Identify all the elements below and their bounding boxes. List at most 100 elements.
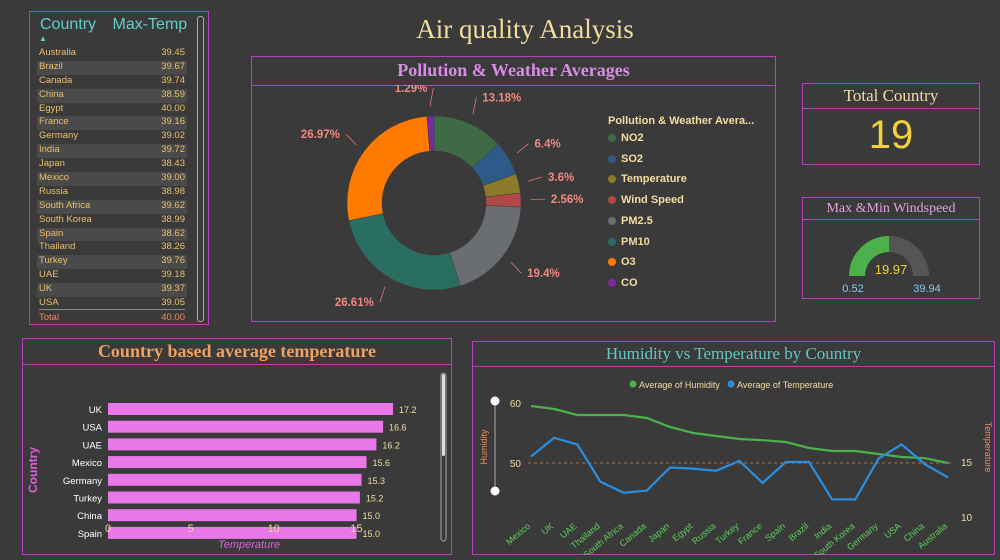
table-row[interactable]: Brazil 39.67	[37, 60, 187, 75]
donut-title: Pollution & Weather Averages	[252, 57, 775, 86]
table-row[interactable]: Russia 38.98	[37, 186, 187, 200]
legend-swatch	[608, 278, 616, 287]
table-row[interactable]: USA 39.05	[37, 297, 187, 311]
legend-item[interactable]: Wind Speed	[608, 194, 684, 206]
table-row[interactable]: Spain 38.62	[37, 227, 187, 242]
row-country: Thailand	[39, 241, 76, 253]
table-row[interactable]: Mexico 39.00	[37, 172, 187, 186]
donut-data-label: 6.4%	[535, 139, 561, 151]
legend-swatch	[608, 258, 616, 267]
donut-leader-line	[530, 198, 545, 201]
bar	[108, 473, 362, 486]
bar-x-tick: 5	[188, 523, 194, 535]
line-chart-title: Humidity vs Temperature by Country	[473, 342, 994, 367]
row-country: India	[39, 144, 60, 156]
series-line	[530, 404, 949, 465]
pollution-donut-panel: Pollution & Weather Averages 13.18% 6.4% 3…	[251, 56, 776, 322]
bar-category-label: Germany	[63, 476, 102, 487]
table-row[interactable]: Thailand 38.26	[37, 241, 187, 255]
donut-data-label: 26.61%	[335, 297, 374, 309]
row-max-temp: 39.45	[161, 47, 185, 58]
row-max-temp: 39.02	[161, 130, 185, 142]
legend-label: Average of Humidity	[639, 380, 720, 390]
x-category-label: Brazil	[787, 521, 811, 543]
column-header-country[interactable]: Country	[40, 16, 97, 33]
bar-category-label: UK	[89, 405, 103, 416]
bar-value-label: 16.6	[389, 423, 407, 433]
bar-x-tick: 0	[105, 523, 111, 535]
x-category-label: USA	[882, 521, 903, 541]
row-max-temp: 39.67	[161, 60, 185, 72]
row-country: Russia	[39, 185, 69, 197]
legend-item[interactable]: NO2	[608, 132, 644, 144]
donut-slice	[426, 115, 435, 152]
table-row[interactable]: India 39.72	[37, 144, 187, 159]
table-row[interactable]: UAE 39.18	[37, 269, 187, 283]
row-max-temp: 39.00	[161, 172, 185, 184]
donut-leader-line	[379, 286, 386, 303]
legend-label: NO2	[621, 132, 644, 144]
row-country: Brazil	[39, 60, 63, 72]
sort-ascending-icon[interactable]: ▲	[39, 34, 47, 43]
row-country: France	[39, 116, 69, 128]
table-row[interactable]: France 39.16	[37, 116, 187, 131]
column-header-max-temp[interactable]: Max-Temp	[112, 16, 188, 33]
bar-value-label: 17.2	[399, 405, 417, 415]
bar-chart: UK 17.2 USA 16.6 UAE 16.2 Mexico 15.6 Germany 15.…	[26, 372, 447, 551]
bar-value-label: 15.0	[363, 529, 381, 539]
legend-item[interactable]: Temperature	[608, 173, 687, 185]
table-scrollbar[interactable]	[197, 16, 204, 322]
bar-scrollbar	[440, 372, 447, 542]
legend-item[interactable]: PM10	[608, 236, 650, 248]
legend-item[interactable]: CO	[608, 277, 638, 289]
bar-category-label: UAE	[82, 440, 102, 451]
table-row[interactable]: South Africa 39.62	[37, 199, 187, 214]
table-row[interactable]: China 38.59	[37, 88, 187, 103]
bar	[108, 438, 377, 451]
row-max-temp: 38.26	[161, 241, 185, 253]
y-right-tick: 15	[961, 458, 973, 469]
legend-swatch	[608, 175, 616, 184]
legend-label: Average of Temperature	[737, 380, 833, 390]
x-category-label: France	[736, 521, 764, 547]
legend-swatch	[608, 154, 616, 163]
donut-legend-title: Pollution & Weather Avera...	[608, 115, 755, 127]
row-country: Mexico	[39, 172, 70, 184]
row-max-temp: 39.18	[161, 269, 185, 281]
row-country: China	[39, 88, 64, 100]
table-row[interactable]: Canada 39.74	[37, 75, 187, 89]
row-max-temp: 39.74	[161, 74, 185, 86]
legend-item[interactable]: PM2.5	[608, 215, 653, 227]
range-slider-handle-bottom[interactable]	[490, 486, 500, 496]
y-right-axis-label: Temperature	[983, 422, 993, 473]
range-slider-handle-top[interactable]	[490, 396, 500, 406]
donut-leader-line	[510, 261, 522, 274]
donut-chart: 13.18% 6.4% 3.6% 2.56% 19.4% 26.61% 26.97% 1.29…	[301, 85, 584, 309]
table-row[interactable]: South Korea 38.99	[37, 214, 187, 228]
windspeed-title: Max &Min Windspeed	[803, 198, 979, 220]
bar-category-label: China	[77, 511, 103, 522]
table-row[interactable]: UK 39.37	[37, 283, 187, 298]
legend-label: CO	[621, 276, 638, 289]
legend-swatch	[608, 216, 616, 225]
gauge-fill	[849, 236, 889, 276]
legend-label: Wind Speed	[621, 194, 684, 207]
y-left-tick: 60	[510, 399, 522, 410]
table-row[interactable]: Australia 39.45	[37, 47, 187, 61]
table-row[interactable]: Japan 38.43	[37, 158, 187, 172]
donut-leader-line	[429, 88, 434, 107]
row-max-temp: 38.62	[161, 227, 185, 239]
legend-label: PM2.5	[621, 214, 653, 227]
row-max-temp: 39.76	[161, 255, 185, 267]
legend-item[interactable]: O3	[608, 256, 636, 268]
table-row[interactable]: Turkey 39.76	[37, 255, 187, 270]
legend-item[interactable]: SO2	[608, 153, 643, 165]
table-row[interactable]: Germany 39.02	[37, 130, 187, 144]
total-label: Total	[39, 312, 60, 323]
donut-leader-line	[472, 97, 477, 115]
row-country: UAE	[39, 269, 59, 281]
x-category-label: Turkey	[714, 521, 742, 546]
table-header: Country Max-Temp	[40, 16, 199, 34]
row-max-temp: 38.43	[161, 158, 185, 170]
table-row[interactable]: Egypt 40.00	[37, 103, 187, 117]
